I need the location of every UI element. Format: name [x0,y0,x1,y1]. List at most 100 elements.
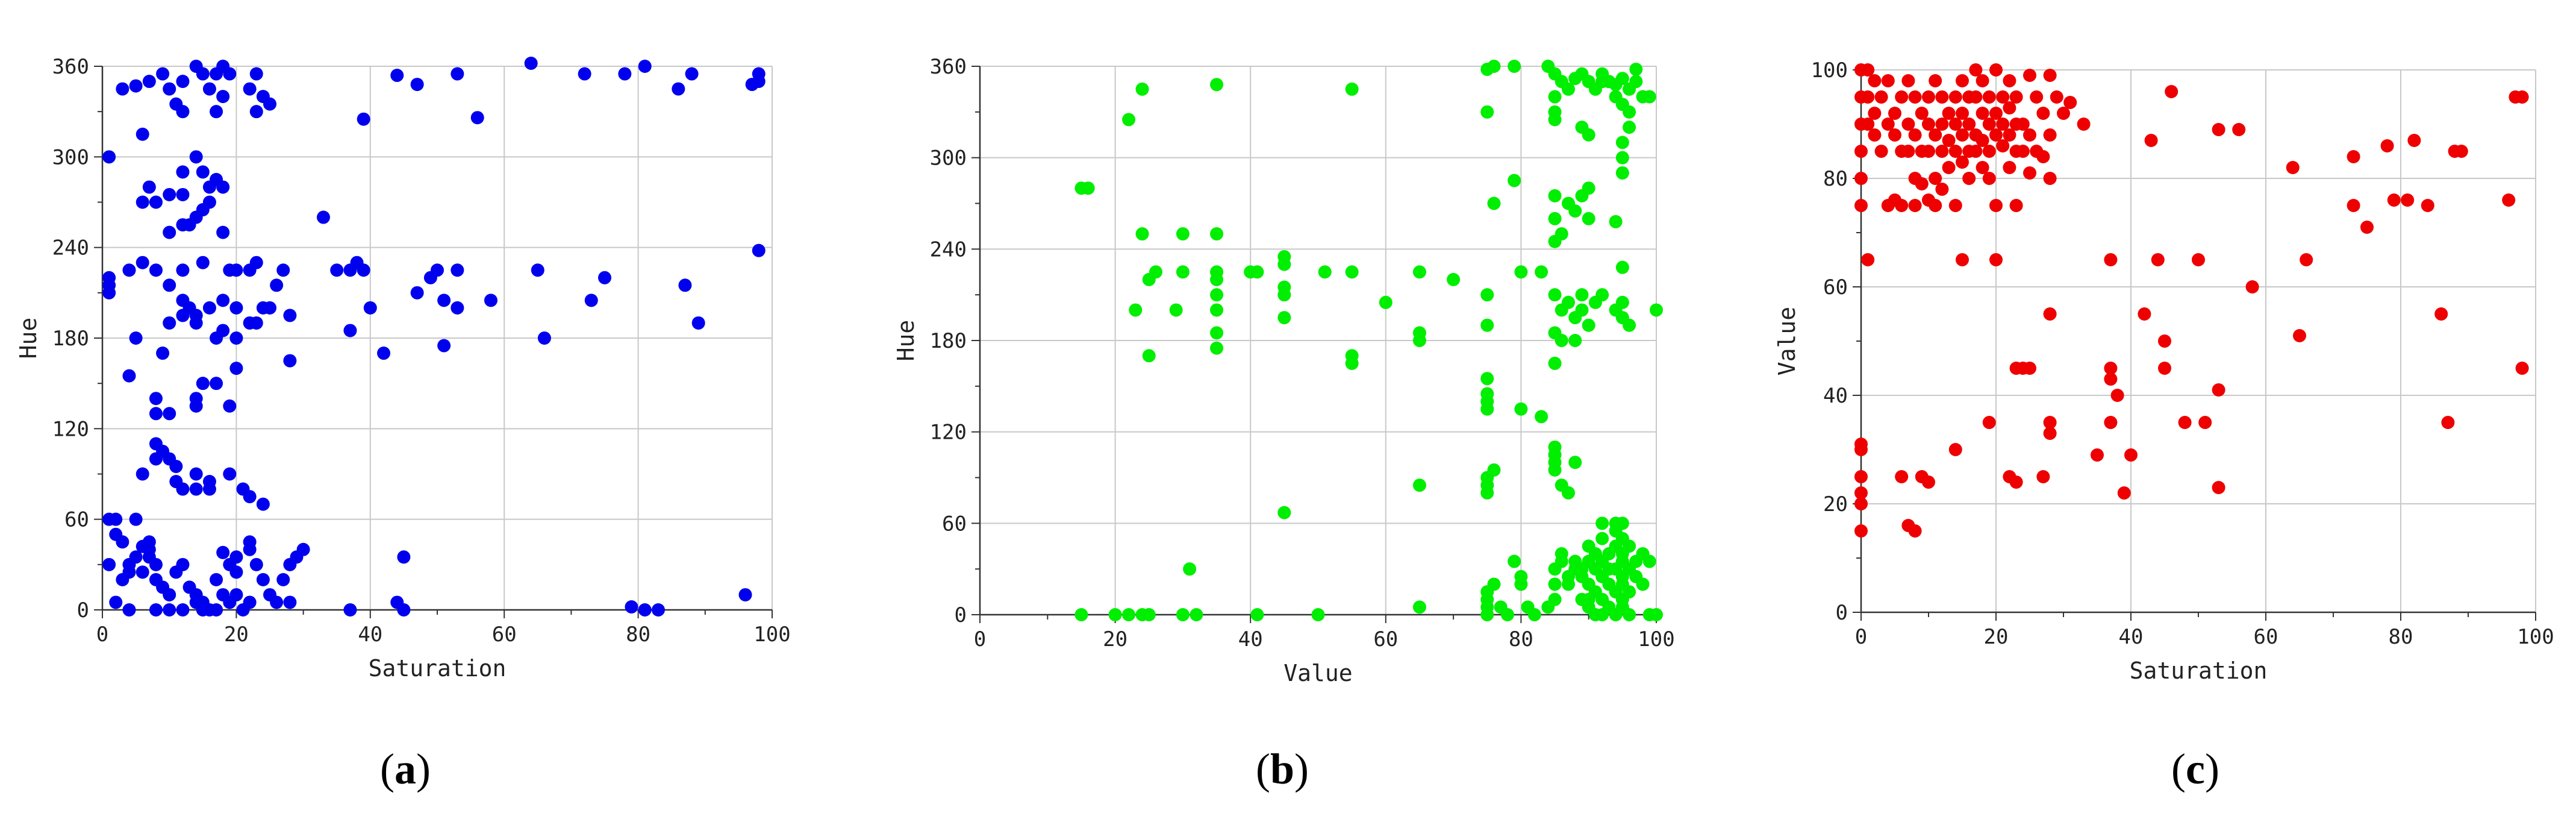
panel-c: 0 20 40 60 80 100 0 20 40 60 80 100 Saturation Val… [1774,58,2554,793]
data-point [210,573,223,586]
data-point [752,75,766,89]
data-point [1210,303,1224,317]
data-point [363,301,377,315]
data-point [1487,577,1501,591]
x-ticks-a: 0 20 40 60 80 100 [96,623,791,647]
data-point [176,603,190,617]
data-point [1508,554,1521,568]
data-point [1615,260,1629,274]
data-point [116,535,129,549]
data-point [202,475,216,489]
data-point [202,195,216,209]
y-ticks-c: 0 20 40 60 80 100 [1811,58,1848,625]
x-tick-label: 100 [2517,625,2554,649]
data-point [1976,134,1989,147]
data-point [2023,128,2036,142]
data-point [537,331,551,345]
data-point [2300,253,2313,266]
data-point [229,565,243,579]
data-point [2016,118,2030,131]
data-point [129,331,143,345]
data-point [256,573,270,586]
data-point [243,82,257,96]
data-point [2502,193,2516,207]
data-point [122,603,136,617]
y-tick-label: 360 [930,55,967,79]
data-point [169,459,183,473]
data-point [1956,107,1969,120]
data-point [276,573,290,586]
data-point [223,67,237,81]
data-point [1942,107,1956,120]
data-point [1650,303,1663,317]
data-point [343,324,357,337]
data-point [1895,470,1909,483]
data-point [163,588,176,601]
data-point [1982,90,1996,104]
data-point [2043,172,2057,185]
data-point [1562,295,1576,309]
data-point [1582,212,1595,225]
data-point [2036,107,2050,120]
data-point [1595,288,1609,302]
data-point [149,603,163,617]
data-point [1595,608,1609,621]
data-point [1874,145,1888,158]
data-point [524,56,538,70]
data-point [1982,416,1996,429]
data-point [122,369,136,383]
data-point [678,278,692,292]
data-point [410,286,424,300]
data-point [196,256,210,269]
data-point [451,263,464,277]
data-point [1568,456,1582,469]
y-tick-label: 120 [930,421,967,445]
data-point [2043,416,2057,429]
data-point [283,354,297,368]
data-point [149,195,163,209]
data-point [2158,362,2171,375]
data-point [1568,204,1582,218]
data-point [249,256,263,269]
data-point [149,392,163,406]
x-tick-label: 60 [1373,627,1398,651]
data-point [142,550,156,564]
data-point [136,467,149,481]
data-point [1976,107,1989,120]
data-point [276,263,290,277]
data-point [1989,253,2003,266]
data-point [2401,193,2415,207]
y-tick-label: 300 [52,145,89,169]
data-point [1183,562,1197,576]
data-point [1948,90,1962,104]
data-point [1901,74,1915,87]
data-point [1345,356,1359,370]
panel-label-a: (a) [380,745,431,793]
data-point [377,347,391,360]
data-point [2091,448,2104,462]
data-point [1548,592,1562,606]
y-tick-label: 20 [1823,492,1848,516]
x-tick-label: 80 [626,623,650,647]
y-tick-label: 80 [1823,167,1848,191]
data-point [136,565,149,579]
data-point [243,595,257,609]
data-point [1500,608,1514,621]
data-point [437,293,451,307]
data-point [163,316,176,330]
data-point [216,180,230,194]
data-point [1935,90,1949,104]
data-point [210,105,223,119]
data-point [1629,63,1643,77]
data-point [1562,577,1576,591]
data-point [1861,253,1875,266]
data-point [163,407,176,421]
data-point [1908,128,1922,142]
data-point [229,331,243,345]
data-point [1548,189,1562,202]
data-point [2023,362,2036,375]
data-point [2104,416,2118,429]
y-ticks-b: 0 60 120 180 240 300 360 [930,55,967,627]
data-point [1210,288,1224,302]
data-point [2192,253,2205,266]
